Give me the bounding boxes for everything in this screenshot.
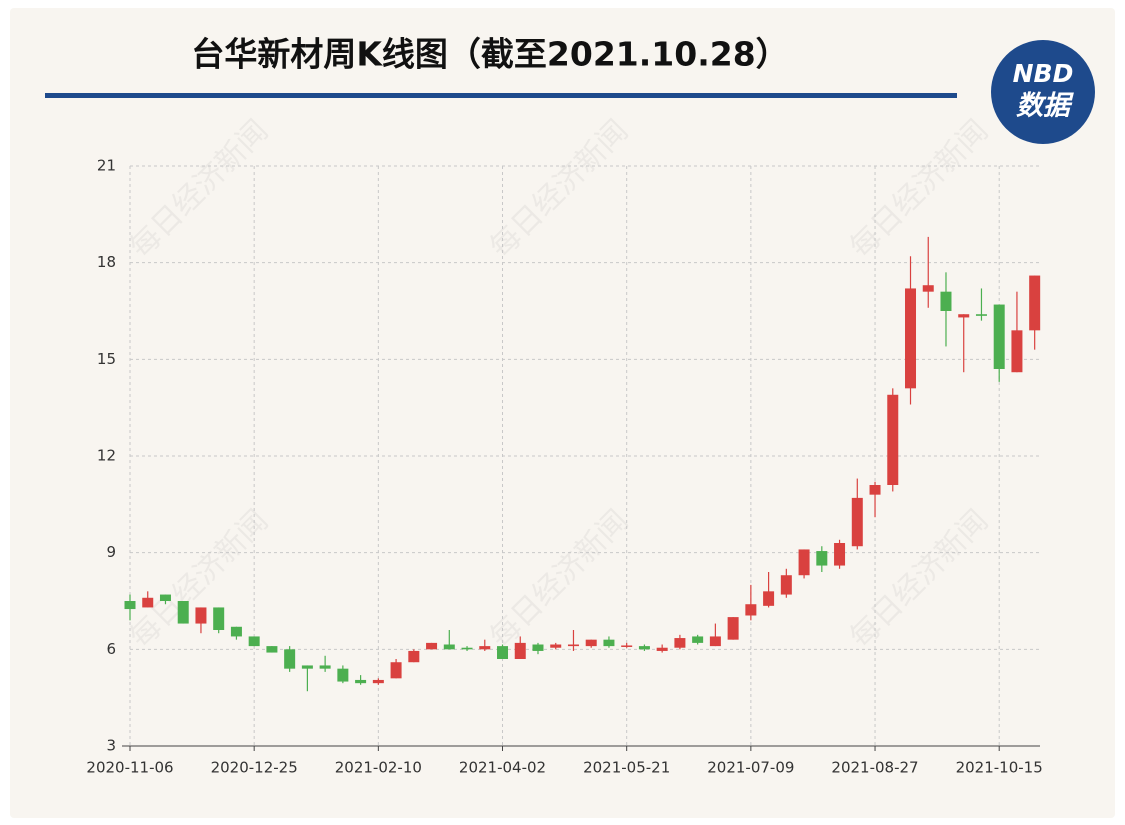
candle-body: [319, 665, 331, 669]
x-tick-label: 2021-04-02: [459, 759, 546, 777]
candle-body: [514, 642, 526, 659]
candle-body: [213, 607, 225, 630]
y-tick-label: 9: [106, 543, 116, 561]
candle-body: [692, 636, 704, 643]
y-tick-label: 3: [106, 737, 116, 755]
candle-body: [905, 288, 917, 389]
candle-body: [621, 645, 633, 647]
candle-body: [266, 646, 278, 653]
x-tick-label: 2021-05-21: [583, 759, 670, 777]
candle-body: [763, 591, 775, 606]
logo-text: 数据: [1016, 91, 1074, 122]
candle-body: [461, 647, 473, 650]
candle-body: [337, 668, 349, 682]
candle-body: [550, 644, 562, 648]
candle-body: [656, 647, 668, 651]
logo-text: NBD: [1013, 59, 1074, 88]
candle-body: [727, 617, 739, 640]
candle-body: [709, 636, 721, 647]
candle-body: [958, 314, 970, 318]
candle-body: [851, 497, 863, 547]
candle-body: [177, 601, 189, 624]
candle-body: [284, 649, 296, 669]
candle-body: [390, 662, 402, 679]
candle-body: [567, 644, 579, 647]
candle-body: [532, 644, 544, 651]
candle-body: [408, 650, 420, 663]
candle-body: [869, 485, 881, 495]
x-tick-label: 2021-02-10: [335, 759, 422, 777]
candle-body: [142, 597, 154, 608]
candle-body: [887, 394, 899, 485]
y-tick-label: 21: [97, 157, 116, 175]
x-tick-label: 2021-07-09: [707, 759, 794, 777]
candle-body: [355, 679, 367, 684]
candle-body: [443, 644, 455, 650]
title-rule: [45, 93, 957, 98]
candle-body: [834, 543, 846, 566]
candle-body: [497, 646, 509, 659]
candle-body: [479, 646, 491, 650]
y-tick-label: 18: [97, 253, 116, 271]
card: [10, 8, 1115, 818]
candle-body: [745, 604, 757, 616]
y-tick-label: 12: [97, 447, 116, 465]
candle-body: [301, 665, 313, 669]
candle-body: [124, 601, 136, 610]
candle-body: [993, 304, 1005, 369]
candle-body: [780, 575, 792, 595]
candle-body: [230, 626, 242, 637]
candle-body: [922, 285, 934, 292]
candle-body: [638, 646, 650, 650]
x-tick-label: 2021-10-15: [956, 759, 1043, 777]
candle-body: [674, 638, 686, 648]
candle-body: [816, 551, 828, 566]
candle-body: [372, 679, 384, 684]
candle-body: [195, 607, 207, 624]
chart-title: 台华新材周K线图（截至2021.10.28）: [191, 35, 788, 74]
candle-body: [426, 642, 438, 650]
y-tick-label: 6: [106, 640, 116, 658]
y-tick-label: 15: [97, 350, 116, 368]
candle-body: [159, 594, 171, 601]
candle-body: [1011, 330, 1023, 373]
x-tick-label: 2020-12-25: [211, 759, 298, 777]
logo: [991, 40, 1095, 144]
candle-body: [798, 549, 810, 576]
candle-body: [1029, 275, 1041, 331]
candle-body: [975, 314, 987, 316]
candle-body: [585, 639, 597, 647]
candle-body: [603, 639, 615, 647]
candle-body: [940, 291, 952, 311]
x-tick-label: 2020-11-06: [86, 759, 173, 777]
x-tick-label: 2021-08-27: [831, 759, 918, 777]
candle-body: [248, 636, 260, 647]
